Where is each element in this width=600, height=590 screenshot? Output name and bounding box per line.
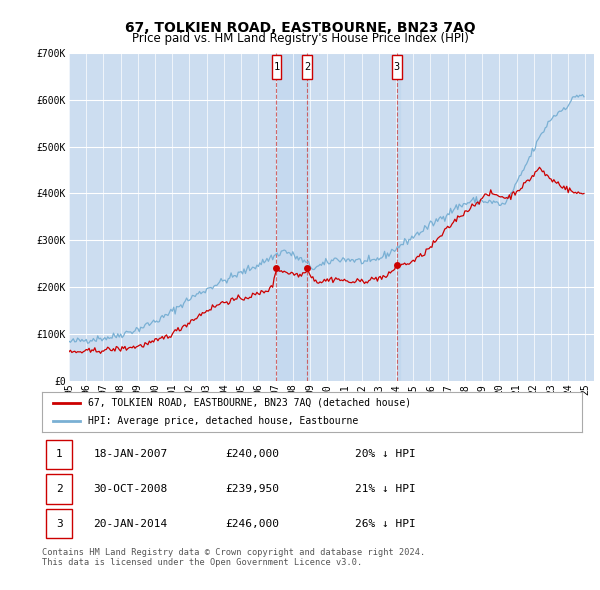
Text: 20-JAN-2014: 20-JAN-2014	[94, 519, 167, 529]
Text: 26% ↓ HPI: 26% ↓ HPI	[355, 519, 416, 529]
Bar	[397, 53, 400, 381]
Bar	[302, 54, 312, 79]
Text: 3: 3	[56, 519, 62, 529]
Text: 2: 2	[56, 484, 62, 494]
Text: 3: 3	[394, 62, 400, 71]
Bar	[392, 54, 401, 79]
Text: £240,000: £240,000	[226, 450, 280, 460]
Text: Contains HM Land Registry data © Crown copyright and database right 2024.
This d: Contains HM Land Registry data © Crown c…	[42, 548, 425, 567]
Text: 21% ↓ HPI: 21% ↓ HPI	[355, 484, 416, 494]
Text: 67, TOLKIEN ROAD, EASTBOURNE, BN23 7AQ: 67, TOLKIEN ROAD, EASTBOURNE, BN23 7AQ	[125, 21, 475, 35]
Bar	[46, 474, 72, 504]
Text: 30-OCT-2008: 30-OCT-2008	[94, 484, 167, 494]
Text: 2: 2	[304, 62, 310, 71]
Text: 1: 1	[273, 62, 280, 71]
Bar	[272, 54, 281, 79]
Text: HPI: Average price, detached house, Eastbourne: HPI: Average price, detached house, East…	[88, 416, 358, 426]
Bar	[277, 53, 307, 381]
Text: 1: 1	[56, 450, 62, 460]
Bar	[46, 509, 72, 539]
Text: Price paid vs. HM Land Registry's House Price Index (HPI): Price paid vs. HM Land Registry's House …	[131, 32, 469, 45]
Text: £246,000: £246,000	[226, 519, 280, 529]
Bar	[46, 440, 72, 469]
Text: £239,950: £239,950	[226, 484, 280, 494]
Text: 20% ↓ HPI: 20% ↓ HPI	[355, 450, 416, 460]
Text: 67, TOLKIEN ROAD, EASTBOURNE, BN23 7AQ (detached house): 67, TOLKIEN ROAD, EASTBOURNE, BN23 7AQ (…	[88, 398, 411, 408]
Text: 18-JAN-2007: 18-JAN-2007	[94, 450, 167, 460]
